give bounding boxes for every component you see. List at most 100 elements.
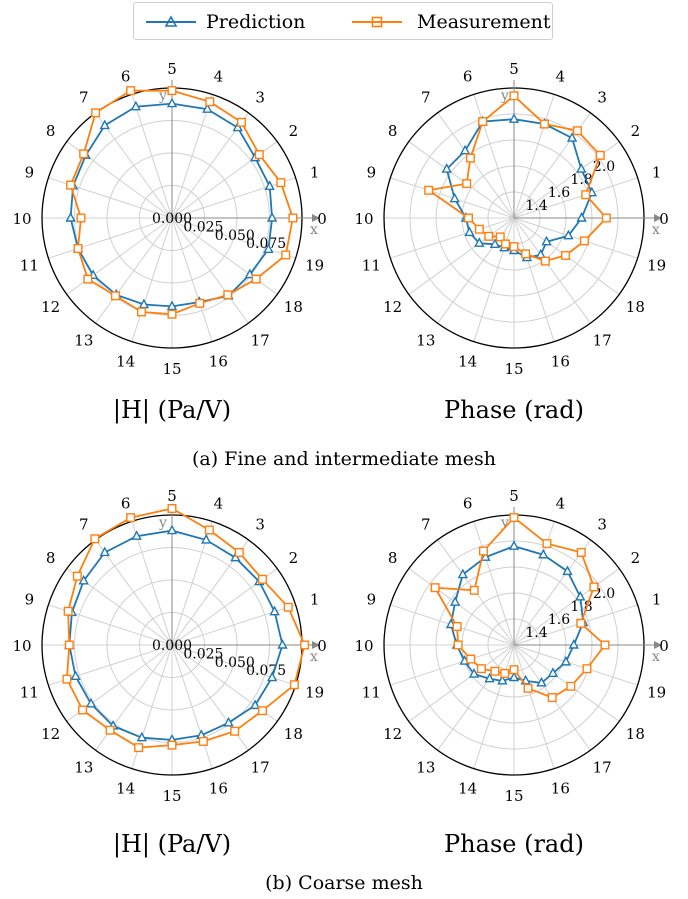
grid-spoke [390, 644, 515, 686]
measurement-point [230, 726, 240, 736]
prediction-point [166, 733, 178, 744]
measurement-point [521, 249, 531, 259]
measurement-point [195, 298, 205, 308]
measurement-point [283, 602, 293, 612]
grid-spoke [48, 217, 173, 259]
prediction-point [508, 113, 520, 123]
angle-label: 11 [20, 256, 39, 274]
angle-label: 0 [317, 637, 327, 655]
polar-chart-a-left: xy0.0000.0250.0500.075012345678910111213… [12, 60, 326, 425]
grid-circle [74, 547, 270, 743]
x-axis-arrow [312, 641, 320, 649]
measurement-point [91, 108, 101, 118]
grid-spoke [131, 94, 173, 219]
measurement-point [547, 693, 557, 703]
angle-label: 1 [652, 591, 662, 609]
prediction-point [578, 616, 589, 627]
polar-frame [41, 514, 303, 776]
grid-spoke [171, 177, 296, 219]
angle-label: 4 [214, 494, 224, 512]
angle-label: 9 [367, 591, 377, 609]
prediction-point [99, 119, 110, 130]
measurement-point [66, 180, 76, 190]
prediction-point [80, 149, 91, 160]
series-line-prediction [69, 102, 274, 308]
angle-label: 13 [416, 331, 435, 349]
angle-label: 5 [509, 60, 519, 78]
measurement-point [601, 213, 611, 223]
measurement-point [300, 640, 310, 650]
measurement-point [281, 250, 291, 260]
measurement-point [465, 153, 475, 163]
angle-label: 4 [556, 67, 566, 85]
angle-label: 15 [504, 360, 523, 378]
angle-label: 12 [383, 725, 402, 743]
prediction-point [484, 672, 495, 683]
grid-spoke [171, 644, 296, 686]
measurement-point [72, 571, 82, 581]
prediction-point [568, 639, 579, 649]
radial-tick-label: 0.050 [215, 655, 255, 671]
polar-chart-b-left: xy0.0000.0250.0500.075012345678910111213… [12, 487, 326, 859]
angle-label: 2 [289, 122, 299, 140]
series-line-measurement [65, 507, 306, 749]
measurement-point [478, 117, 488, 127]
grid-spoke [171, 568, 278, 646]
angle-label: 19 [305, 683, 324, 701]
grid-spoke [131, 521, 173, 646]
grid-spoke [473, 217, 515, 342]
measurement-point [542, 539, 552, 549]
grid-spoke [390, 177, 515, 219]
measurement-point [167, 86, 177, 96]
measurement-point [576, 618, 586, 628]
prediction-point [166, 300, 178, 311]
grid-spoke [408, 568, 515, 646]
angle-label: 19 [305, 256, 324, 274]
angle-label: 14 [116, 353, 135, 371]
prediction-point [166, 524, 178, 535]
prediction-point [445, 618, 457, 629]
grid-spoke [171, 644, 278, 722]
prediction-point [459, 655, 470, 665]
x-axis-marker: x [652, 649, 660, 665]
measurement-point [478, 546, 488, 556]
grid-spoke [131, 644, 173, 769]
radial-tick-label: 0.000 [152, 638, 192, 654]
angle-label: 0 [659, 637, 669, 655]
measurement-point [523, 683, 533, 693]
measurement-point [466, 654, 476, 664]
prediction-point [130, 100, 142, 111]
angle-label: 6 [121, 67, 131, 85]
grid-spoke [473, 521, 515, 646]
angle-label: 12 [383, 298, 402, 316]
series-line-prediction [449, 545, 585, 684]
angle-label: 14 [458, 780, 477, 798]
prediction-point [138, 298, 150, 309]
radial-tick-label: 2.0 [593, 159, 615, 175]
angle-label: 4 [214, 67, 224, 85]
angle-label: 15 [162, 360, 181, 378]
measurement-point [126, 513, 136, 523]
series-line-measurement [426, 94, 608, 263]
measurement-point [490, 666, 500, 676]
series-line-prediction [445, 118, 593, 259]
measurement-point [501, 239, 511, 249]
grid-spoke [437, 217, 515, 324]
measurement-point [452, 622, 462, 632]
prediction-point [508, 671, 520, 682]
prediction-point [521, 251, 533, 262]
prediction-point [508, 540, 520, 550]
grid-spoke [95, 217, 173, 324]
grid-spoke [473, 94, 515, 219]
x-axis-marker: x [310, 649, 318, 665]
angle-label: 6 [463, 67, 473, 85]
angle-label: 3 [255, 516, 265, 534]
radial-tick-label: 1.4 [525, 625, 547, 641]
measurement-point [204, 525, 214, 535]
angle-label: 18 [284, 725, 303, 743]
radial-tick-label: 2.0 [593, 586, 615, 602]
y-axis-marker: y [158, 88, 167, 104]
grid-spoke [95, 539, 173, 646]
